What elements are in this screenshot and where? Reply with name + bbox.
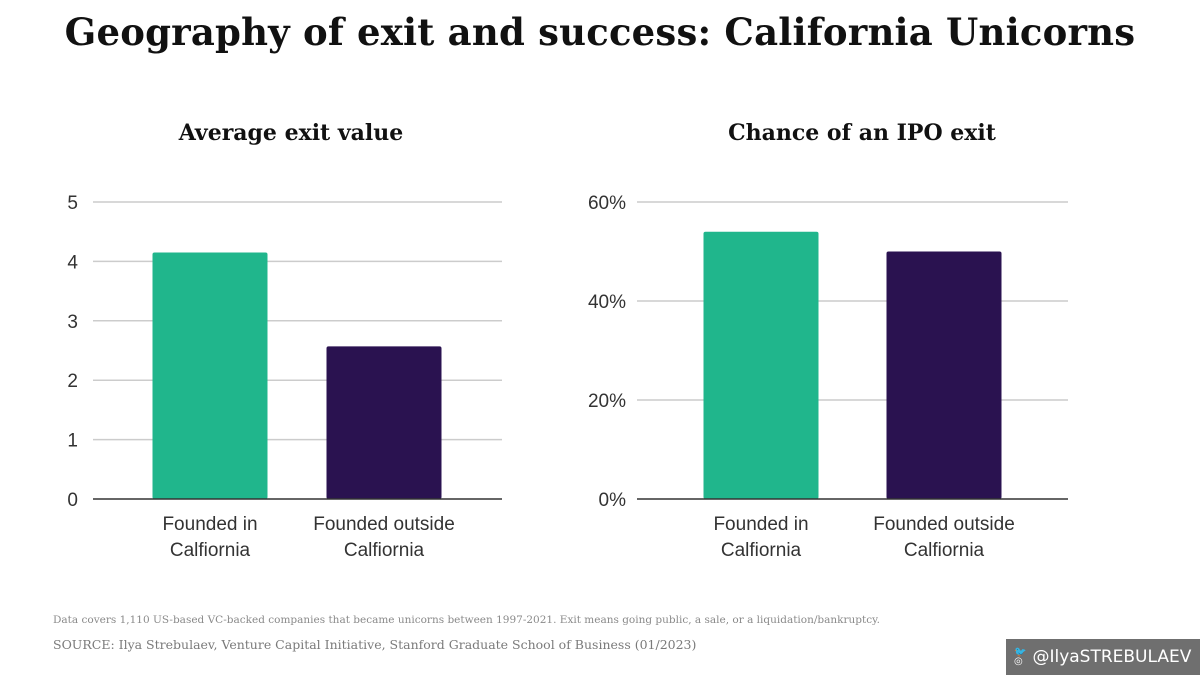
x-category-label: Calfiornia bbox=[344, 540, 425, 561]
y-tick-label: 20% bbox=[588, 391, 626, 412]
bar bbox=[886, 251, 1002, 499]
x-category-label: Calfiornia bbox=[904, 540, 985, 561]
twitter-icon: 🐦 bbox=[1014, 647, 1027, 658]
chart-average-exit-value: Average exit value 0 1 2 3 4 5 Founded in Calfio… bbox=[67, 120, 502, 561]
chart-title: Chance of an IPO exit bbox=[728, 120, 997, 146]
instagram-icon: ◎ bbox=[1014, 656, 1023, 667]
handle-text: @IlyaSTREBULAEV bbox=[1032, 647, 1192, 667]
y-tick-label: 0% bbox=[599, 490, 627, 511]
chart-title: Average exit value bbox=[178, 120, 404, 146]
x-category-label: Founded outside bbox=[313, 514, 455, 535]
chart-chance-of-ipo-exit: Chance of an IPO exit 0% 20% 40% 60% Founded … bbox=[588, 120, 1068, 561]
page-title: Geography of exit and success: Californi… bbox=[64, 10, 1136, 54]
x-category-label: Founded outside bbox=[873, 514, 1015, 535]
x-category-label: Calfiornia bbox=[170, 540, 251, 561]
y-tick-label: 5 bbox=[67, 193, 78, 214]
y-tick-label: 1 bbox=[67, 431, 78, 452]
y-tick-label: 40% bbox=[588, 292, 626, 313]
y-tick-label: 4 bbox=[67, 252, 78, 273]
social-handle-badge[interactable]: 🐦 ◎ @IlyaSTREBULAEV bbox=[1006, 639, 1200, 675]
x-category-label: Founded in bbox=[162, 514, 257, 535]
bar bbox=[152, 252, 268, 499]
y-tick-label: 3 bbox=[67, 312, 78, 333]
source-line: SOURCE: Ilya Strebulaev, Venture Capital… bbox=[53, 637, 697, 652]
x-category-label: Calfiornia bbox=[721, 540, 802, 561]
y-tick-label: 2 bbox=[67, 371, 78, 392]
social-icons: 🐦 ◎ bbox=[1014, 647, 1027, 667]
footnote: Data covers 1,110 US-based VC-backed com… bbox=[53, 614, 880, 626]
bar bbox=[703, 231, 819, 499]
bar bbox=[326, 346, 442, 499]
y-tick-label: 0 bbox=[67, 490, 78, 511]
y-tick-label: 60% bbox=[588, 193, 626, 214]
x-category-label: Founded in bbox=[713, 514, 808, 535]
